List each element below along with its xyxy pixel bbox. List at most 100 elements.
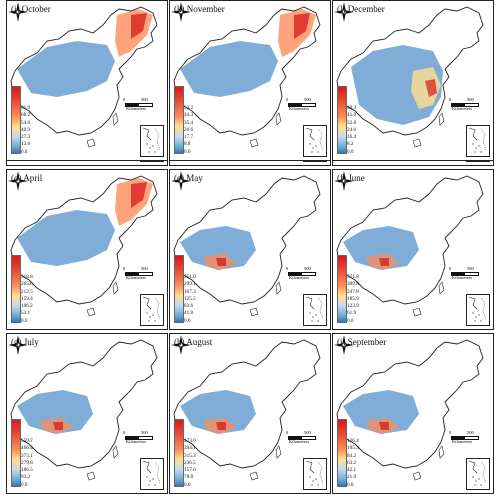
tick-label: 26.6 xyxy=(184,126,194,133)
scale-zero-label: 0 xyxy=(449,266,452,271)
color-bar xyxy=(174,255,184,323)
scale-bar: 0 500 Kilometers xyxy=(123,430,155,446)
china-map xyxy=(336,6,484,148)
scale-zero-label: 0 xyxy=(449,430,452,435)
scale-unit-label: Kilometers xyxy=(289,275,309,280)
tick-label: 251.0 xyxy=(184,273,196,280)
color-bar-ticks: 53.2 44.3 35.4 26.6 17.7 8.8 0.0 xyxy=(184,105,208,156)
color-bar xyxy=(11,419,21,487)
north-arrow-icon xyxy=(171,335,191,355)
map-panel: (d) April 318.8 265.6 212.5 159.4 106.2 53.1 0.… xyxy=(6,169,168,330)
tick-label: 247.8 xyxy=(347,288,359,295)
north-arrow-icon xyxy=(334,171,354,191)
scale-max-label: 500 xyxy=(467,266,474,271)
south-china-sea-inset xyxy=(466,125,490,157)
tick-label: 236.5 xyxy=(184,459,196,466)
tick-label: 61.9 xyxy=(347,310,357,317)
panel-title: (f) June xyxy=(337,173,365,183)
tick-label: 0.0 xyxy=(347,481,354,488)
hainan-island xyxy=(86,471,96,481)
tick-label: 394.1 xyxy=(184,445,196,452)
panel-title: (l) December xyxy=(337,4,385,14)
scale-unit-label: Kilometers xyxy=(126,106,146,111)
scale-unit-label: Kilometers xyxy=(289,439,309,444)
scale-zero-label: 0 xyxy=(123,430,126,435)
hainan-island xyxy=(249,471,259,481)
scale-zero-label: 0 xyxy=(286,266,289,271)
panel-title: (k) November xyxy=(174,4,225,14)
country-border xyxy=(173,6,321,136)
color-bar-ticks: 318.8 265.6 212.5 159.4 106.2 53.1 0.0 xyxy=(21,274,45,325)
tick-label: 13.6 xyxy=(21,141,31,148)
color-bar xyxy=(11,86,21,154)
country-border xyxy=(336,6,484,136)
scale-unit-label: Kilometers xyxy=(452,439,472,444)
value-region xyxy=(131,182,147,208)
map-panel: (j) October 81.9 68.2 54.6 40.9 27.3 13.6 0.0 0 5… xyxy=(6,0,168,161)
tick-label: 24.6 xyxy=(347,126,357,133)
china-map xyxy=(173,339,321,481)
south-china-sea-inset xyxy=(140,294,164,326)
taiwan-island xyxy=(275,281,282,295)
tick-label: 318.8 xyxy=(21,273,33,280)
tick-label: 0.0 xyxy=(21,148,28,155)
scale-bar-graphic xyxy=(451,272,479,276)
tick-label: 0.0 xyxy=(347,148,354,155)
tick-label: 371.8 xyxy=(347,273,359,280)
color-bar-ticks: 126.4 105.3 84.2 63.2 42.1 21.0 0.0 xyxy=(347,438,371,489)
country-border xyxy=(336,175,484,305)
tick-label: 185.9 xyxy=(347,295,359,302)
taiwan-island xyxy=(112,112,119,126)
scale-bar-graphic xyxy=(451,436,479,440)
hainan-island xyxy=(249,307,259,317)
tick-label: 83.6 xyxy=(184,303,194,310)
north-arrow-icon xyxy=(8,171,28,191)
tick-label: 42.1 xyxy=(347,467,357,474)
tick-label: 126.4 xyxy=(347,437,359,444)
north-arrow-icon xyxy=(8,335,28,355)
china-map xyxy=(10,339,158,481)
south-china-sea-inset xyxy=(303,294,327,326)
panel-title: (h) August xyxy=(174,337,213,347)
tick-label: 167.3 xyxy=(184,288,196,295)
hainan-island xyxy=(412,471,422,481)
color-bar-ticks: 473.0 394.1 315.3 236.5 157.6 78.8 0.0 xyxy=(184,438,208,489)
panel-title: (j) October xyxy=(11,4,51,14)
taiwan-island xyxy=(275,445,282,459)
map-panel: (i) September 126.4 105.3 84.2 63.2 42.1 21.0 0… xyxy=(332,333,494,494)
color-bar xyxy=(174,419,184,487)
scale-zero-label: 0 xyxy=(123,266,126,271)
scale-unit-label: Kilometers xyxy=(126,275,146,280)
china-map xyxy=(10,6,158,148)
value-region xyxy=(294,13,310,39)
tick-label: 41.8 xyxy=(184,310,194,317)
country-border xyxy=(173,175,321,305)
tick-label: 68.2 xyxy=(21,112,31,119)
scale-unit-label: Kilometers xyxy=(126,439,146,444)
country-border xyxy=(10,339,158,469)
hainan-island xyxy=(412,307,422,317)
map-panel: (f) June 371.8 309.8 247.8 185.9 123.9 61.9 0.0… xyxy=(332,169,494,330)
color-bar xyxy=(337,86,347,154)
scale-max-label: 500 xyxy=(304,430,311,435)
value-region xyxy=(216,258,226,266)
scale-bar: 0 500 Kilometers xyxy=(449,430,481,446)
taiwan-island xyxy=(438,281,445,295)
tick-label: 84.2 xyxy=(347,452,357,459)
tick-label: 27.3 xyxy=(21,134,31,141)
scale-max-label: 500 xyxy=(141,97,148,102)
tick-label: 0.0 xyxy=(21,317,28,324)
scale-zero-label: 0 xyxy=(286,97,289,102)
country-border xyxy=(173,339,321,469)
tick-label: 0.0 xyxy=(184,317,191,324)
tick-label: 8.8 xyxy=(184,141,191,148)
color-bar xyxy=(174,86,184,154)
tick-label: 159.4 xyxy=(21,295,33,302)
tick-label: 186.5 xyxy=(21,467,33,474)
tick-label: 21.0 xyxy=(347,474,357,481)
scale-unit-label: Kilometers xyxy=(289,106,309,111)
scale-bar: 0 500 Kilometers xyxy=(286,430,318,446)
north-arrow-icon xyxy=(171,2,191,22)
scale-max-label: 500 xyxy=(141,430,148,435)
value-region xyxy=(17,210,115,266)
